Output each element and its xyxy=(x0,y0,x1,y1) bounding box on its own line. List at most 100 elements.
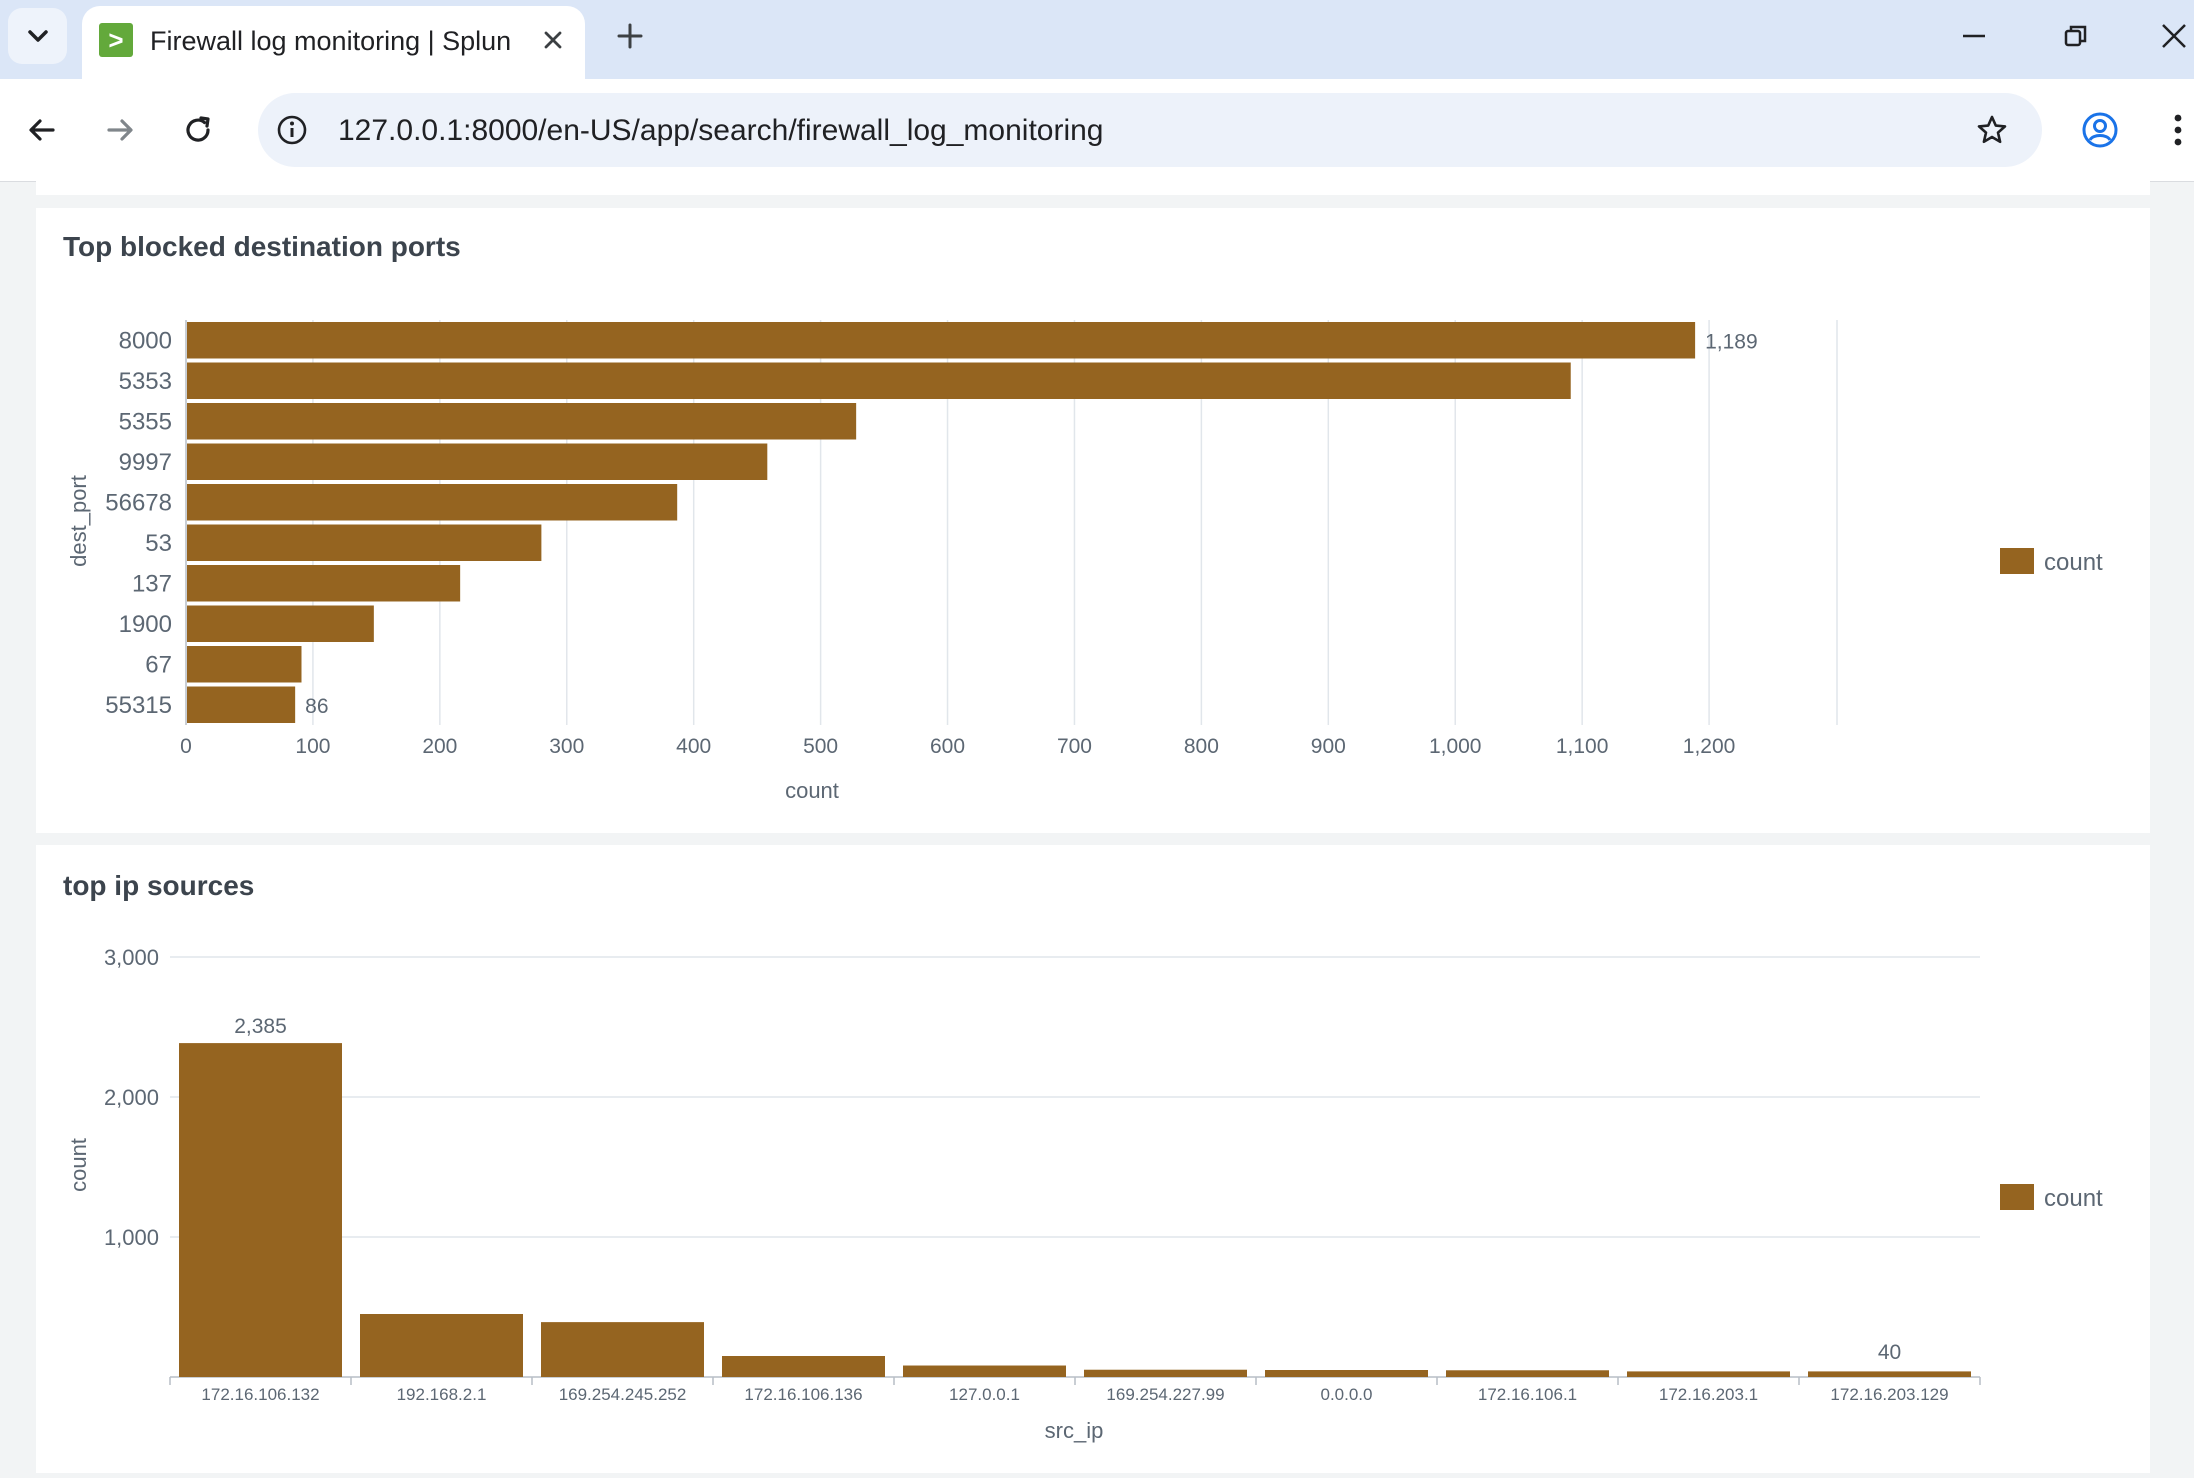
bar[interactable] xyxy=(1084,1369,1247,1377)
new-tab-button[interactable] xyxy=(610,16,650,56)
x-tick-label: 1,000 xyxy=(1429,735,1482,758)
bar[interactable] xyxy=(541,1322,704,1377)
x-category-label: 192.168.2.1 xyxy=(397,1385,487,1404)
legend-label: count xyxy=(2044,1185,2103,1212)
y-axis-title: count xyxy=(66,1138,91,1192)
minimize-window-button[interactable] xyxy=(1952,14,1996,58)
back-button[interactable] xyxy=(18,106,66,154)
profile-button[interactable] xyxy=(2076,106,2124,154)
bar[interactable] xyxy=(1446,1370,1609,1377)
restore-window-button[interactable] xyxy=(2054,14,2098,58)
dashboard-panel-ports: Top blocked destination ports 8000 5353 53… xyxy=(36,208,2150,833)
info-icon xyxy=(277,115,307,145)
site-info-button[interactable] xyxy=(272,110,312,150)
y-category-label: 137 xyxy=(132,570,172,597)
reload-icon xyxy=(186,116,210,142)
x-category-label: 169.254.245.252 xyxy=(559,1385,687,1404)
x-axis-title: src_ip xyxy=(1045,1418,1104,1443)
data-label: 2,385 xyxy=(234,1015,287,1038)
browser-tab-active[interactable]: > Firewall log monitoring | Splunk xyxy=(82,6,585,79)
data-label: 40 xyxy=(1878,1341,1901,1364)
y-category-label: 5355 xyxy=(119,408,172,435)
tab-search-dropdown-button[interactable] xyxy=(8,8,67,64)
y-tick-label: 2,000 xyxy=(104,1085,159,1110)
x-category-label: 172.16.203.129 xyxy=(1830,1385,1948,1404)
y-category-label: 56678 xyxy=(105,489,172,516)
splunk-favicon-icon: > xyxy=(99,23,133,57)
x-tick-label: 900 xyxy=(1311,735,1346,758)
bar[interactable] xyxy=(360,1314,523,1377)
ports-bar-chart: 8000 5353 5355 9997 56678 53 137 1900 67 55315 0 10… xyxy=(66,320,2103,803)
data-label: 1,189 xyxy=(1705,330,1758,353)
bar[interactable] xyxy=(187,565,461,602)
tab-close-button[interactable] xyxy=(533,20,573,60)
x-tick-label: 1,100 xyxy=(1556,735,1609,758)
legend-swatch xyxy=(2000,548,2034,574)
arrow-left-icon xyxy=(29,119,55,141)
y-axis-title: dest_port xyxy=(66,475,91,567)
bar[interactable] xyxy=(1808,1371,1971,1377)
y-category-label: 1900 xyxy=(119,611,172,638)
x-tick-label: 600 xyxy=(930,735,965,758)
bar[interactable] xyxy=(187,686,296,724)
x-tick-label: 1,200 xyxy=(1683,735,1736,758)
close-icon xyxy=(544,31,562,49)
minimize-icon xyxy=(1963,34,1985,38)
y-category-label: 5353 xyxy=(119,368,172,395)
arrow-right-icon xyxy=(107,119,133,141)
bar[interactable] xyxy=(187,362,1571,400)
browser-toolbar: 127.0.0.1:8000/en-US/app/search/firewall… xyxy=(0,79,2194,182)
close-window-button[interactable] xyxy=(2152,14,2194,58)
forward-button[interactable] xyxy=(96,106,144,154)
address-bar[interactable]: 127.0.0.1:8000/en-US/app/search/firewall… xyxy=(258,93,2042,167)
panel-title: top ip sources xyxy=(63,870,255,901)
x-tick-label: 500 xyxy=(803,735,838,758)
x-axis-title: count xyxy=(785,778,839,803)
x-tick-label: 100 xyxy=(295,735,330,758)
bar[interactable] xyxy=(187,646,302,683)
bar[interactable] xyxy=(903,1365,1066,1377)
x-category-label: 172.16.106.1 xyxy=(1478,1385,1577,1404)
bar[interactable] xyxy=(187,484,678,521)
account-icon xyxy=(2082,112,2118,148)
y-category-label: 53 xyxy=(145,530,172,557)
legend: count xyxy=(2000,548,2103,576)
x-category-label: 0.0.0.0 xyxy=(1321,1385,1373,1404)
y-category-label: 9997 xyxy=(119,449,172,476)
bar[interactable] xyxy=(187,443,768,481)
bar[interactable] xyxy=(179,1043,342,1377)
bar[interactable] xyxy=(187,524,542,562)
x-tick-label: 800 xyxy=(1184,735,1219,758)
bookmark-button[interactable] xyxy=(1970,108,2014,152)
x-category-label: 172.16.106.132 xyxy=(201,1385,319,1404)
restore-icon xyxy=(2064,25,2087,47)
data-label: 86 xyxy=(305,695,328,718)
bar[interactable] xyxy=(187,403,857,440)
tab-title: Firewall log monitoring | Splunk xyxy=(150,26,510,56)
bar[interactable] xyxy=(1627,1371,1790,1377)
star-icon xyxy=(1977,115,2007,144)
panel-title: Top blocked destination ports xyxy=(63,231,461,262)
x-category-label: 169.254.227.99 xyxy=(1106,1385,1224,1404)
dashboard-panel-ip-sources: top ip sources 1,000 2,000 3,000 172.16.106… xyxy=(36,845,2150,1473)
x-tick-label: 400 xyxy=(676,735,711,758)
url-text: 127.0.0.1:8000/en-US/app/search/firewall… xyxy=(338,114,1104,147)
y-category-label: 67 xyxy=(145,651,172,678)
bar[interactable] xyxy=(1265,1370,1428,1377)
close-icon xyxy=(2162,24,2186,48)
reload-button[interactable] xyxy=(174,106,222,154)
bar[interactable] xyxy=(722,1356,885,1377)
legend-swatch xyxy=(2000,1184,2034,1210)
y-tick-label: 3,000 xyxy=(104,945,159,970)
x-tick-label: 0 xyxy=(180,735,192,758)
x-category-label: 172.16.203.1 xyxy=(1659,1385,1758,1404)
bar[interactable] xyxy=(187,605,374,643)
ip-sources-bar-chart: 1,000 2,000 3,000 172.16.106.132 192.168.2.1… xyxy=(66,945,2103,1443)
previous-panel-edge xyxy=(36,181,2150,195)
bar[interactable] xyxy=(187,322,1696,359)
y-tick-label: 1,000 xyxy=(104,1225,159,1250)
x-category-label: 172.16.106.136 xyxy=(744,1385,862,1404)
legend: count xyxy=(2000,1184,2103,1212)
browser-menu-button[interactable] xyxy=(2154,106,2194,154)
x-category-label: 127.0.0.1 xyxy=(949,1385,1020,1404)
